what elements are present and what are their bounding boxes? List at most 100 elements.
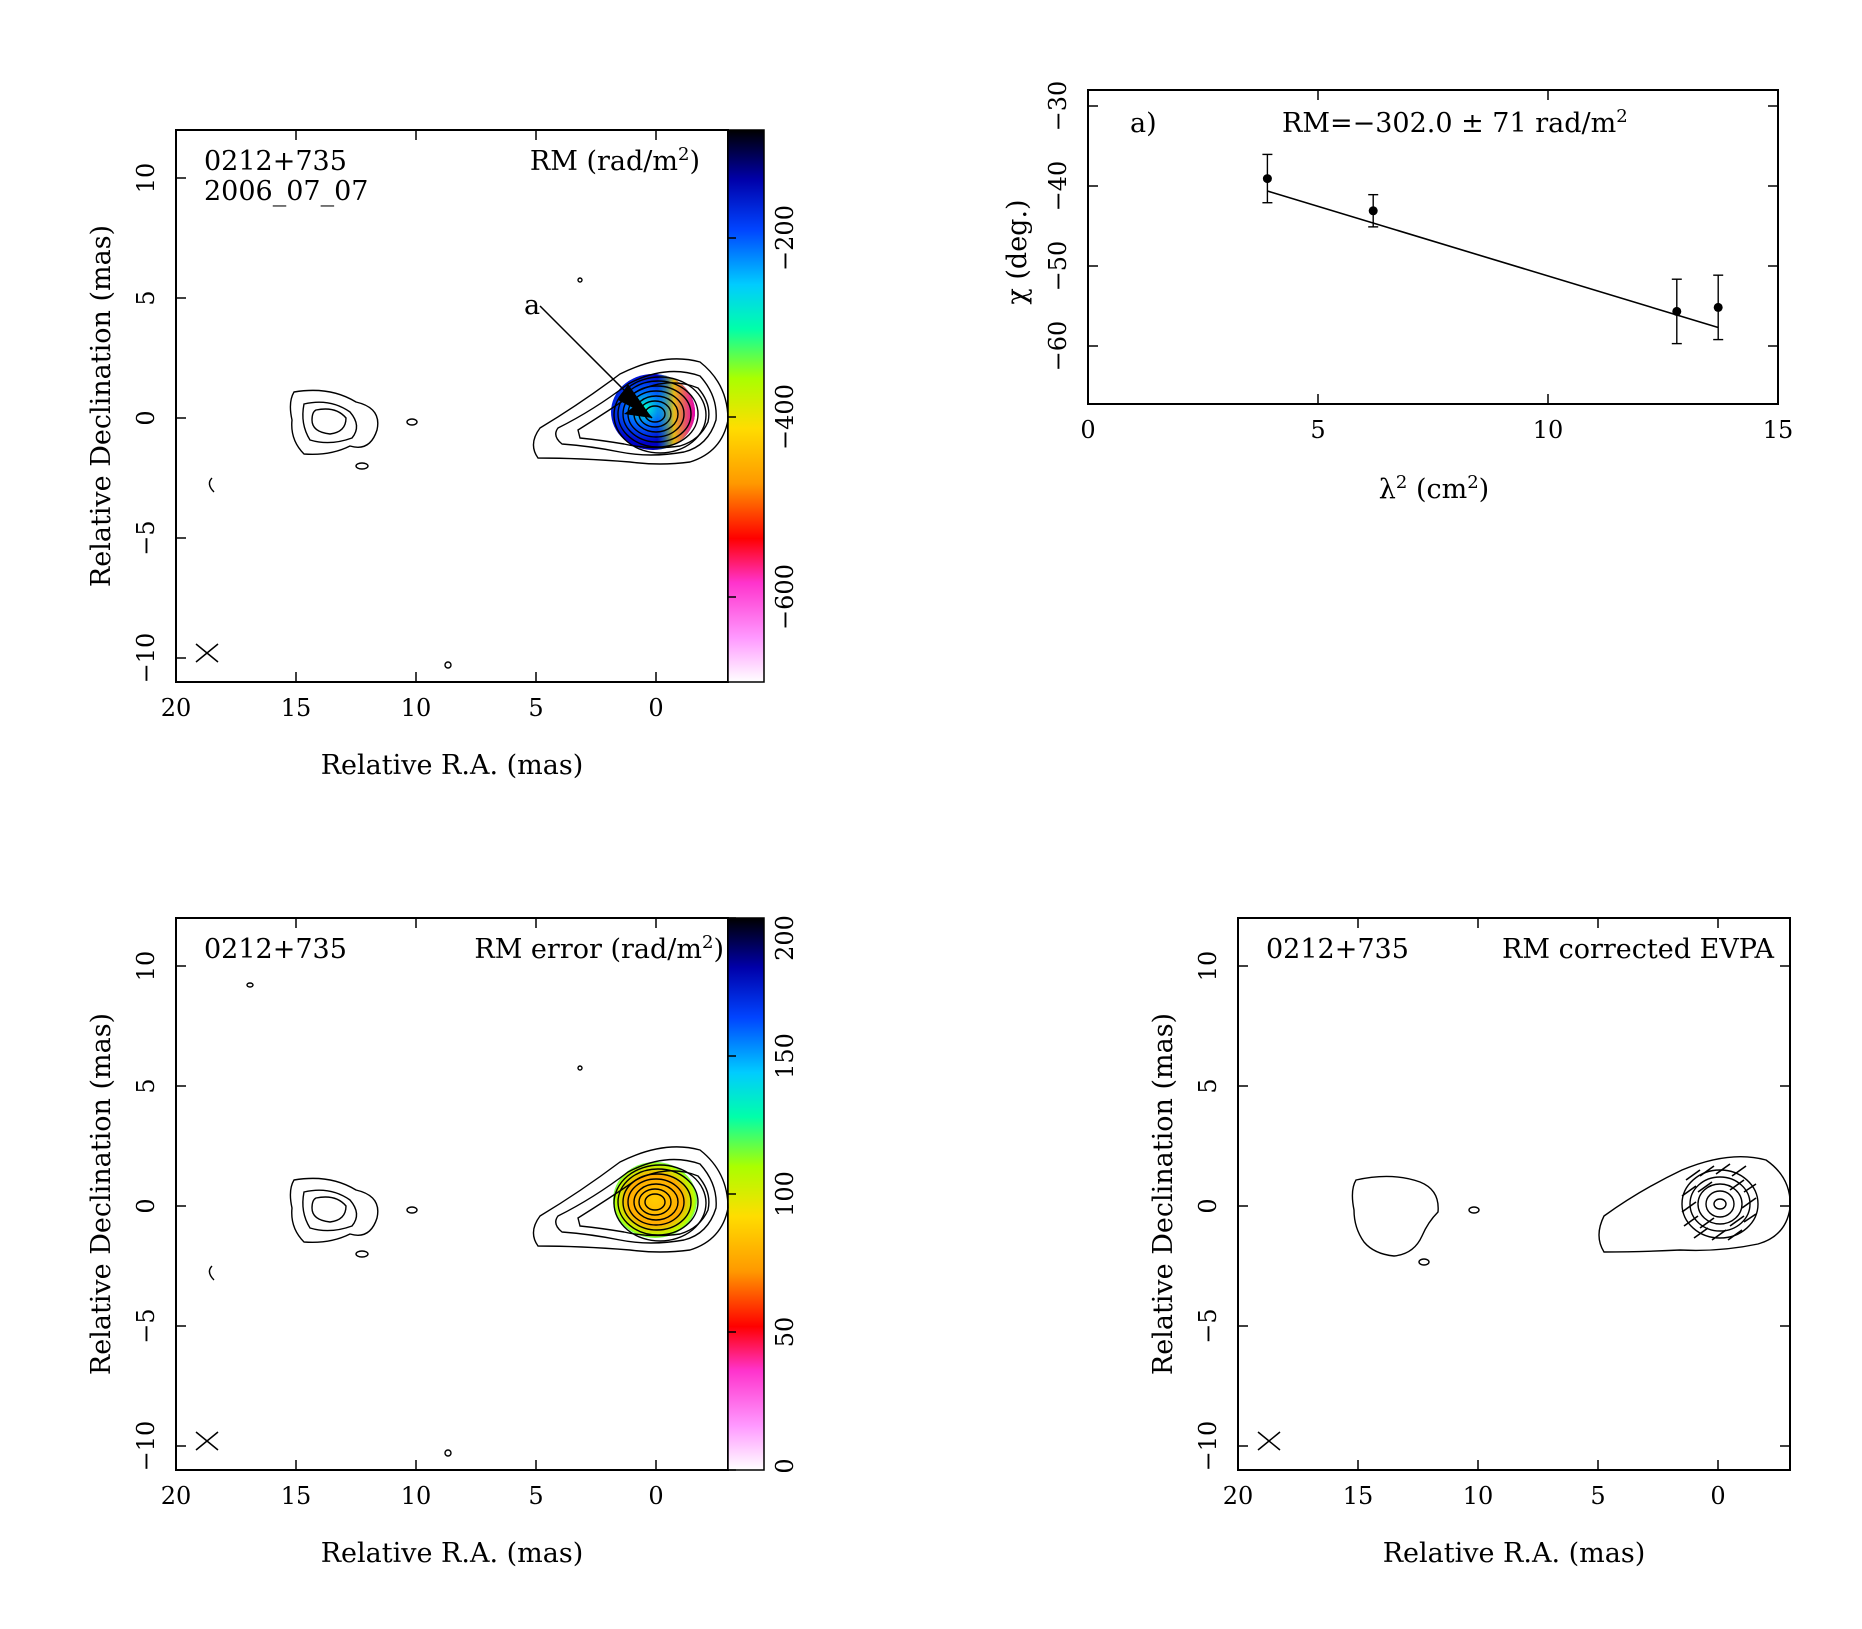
rm-map-date: 2006_07_07: [204, 176, 368, 207]
rm-error-xtick: 10: [401, 1482, 432, 1510]
rm-error-ytick: −10: [132, 1421, 160, 1472]
rm-error-colorbar-tick-label: 200: [771, 915, 799, 961]
evpa-xlabel: Relative R.A. (mas): [1383, 1538, 1646, 1569]
rm-fit-rm-text: RM=−302.0 ± 71 rad/m2: [1282, 106, 1628, 139]
evpa-title: RM corrected EVPA: [1502, 934, 1774, 965]
rm-colorbar-ticks: [728, 237, 736, 598]
rm-error-title-main: RM error (rad/m: [474, 934, 702, 965]
rm-map-title: RM (rad/m2): [530, 144, 700, 177]
rm-map-ticks: [175, 130, 657, 682]
rm-map-contours: [208, 277, 729, 669]
evpa-xtick: 10: [1463, 1482, 1494, 1510]
evpa-ytick: −5: [1194, 1308, 1222, 1343]
evpa-source: 0212+735: [1266, 934, 1409, 965]
evpa-xtick: 5: [1590, 1482, 1605, 1510]
rm-colorbar-tick-label: −600: [771, 564, 799, 630]
evpa-xtick: 0: [1710, 1482, 1725, 1510]
rm-error-colorbar-ticks: [728, 917, 736, 1471]
evpa-xtick: 20: [1223, 1482, 1254, 1510]
rm-map-title-end: ): [689, 146, 700, 177]
rm-map-xlabel: Relative R.A. (mas): [321, 750, 584, 781]
rm-map-ytick: 5: [132, 290, 160, 305]
rm-error-contours: [208, 982, 729, 1457]
rm-error-ytick: 5: [132, 1078, 160, 1093]
rm-map-xtick: 20: [161, 694, 192, 722]
evpa-beam: [1257, 1431, 1281, 1451]
evpa-contours: [1351, 1156, 1791, 1266]
rm-map-ytick: 0: [132, 410, 160, 425]
data-point: [1262, 174, 1272, 184]
evpa-ticks: [1238, 918, 1790, 1470]
rm-error-ylabel: Relative Declination (mas): [86, 1013, 117, 1375]
rm-fit-xlabel-sup: 2: [1396, 472, 1407, 493]
rm-fit-xtick: 0: [1080, 416, 1095, 444]
rm-fit-xlabel-close: ): [1479, 474, 1490, 505]
rm-fit-xtick: 10: [1533, 416, 1564, 444]
rm-fit-xlabel-sup2: 2: [1467, 472, 1478, 493]
rm-fit-ytick: −30: [1044, 81, 1072, 132]
rm-fit-xlabel-unit: (cm: [1407, 474, 1467, 505]
rm-error-xtick: 20: [161, 1482, 192, 1510]
data-point: [1368, 206, 1378, 216]
evpa-panel: 20 15 10 5 0 10 5 0 −5 −10 Relative R.A.…: [1148, 917, 1791, 1569]
rm-error-colorbar-tick-label: 50: [771, 1317, 799, 1348]
rm-error-xtick: 15: [281, 1482, 312, 1510]
evpa-ylabel: Relative Declination (mas): [1148, 1013, 1179, 1375]
evpa-ytick: 10: [1194, 951, 1222, 982]
rm-fit-ytick: −50: [1044, 241, 1072, 292]
rm-map-xtick: 0: [648, 694, 663, 722]
fit-line: [1267, 190, 1719, 329]
rm-fit-ytick: −40: [1044, 161, 1072, 212]
rm-error-colorbar-tick-label: 100: [771, 1171, 799, 1217]
rm-fit-xtick: 5: [1310, 416, 1325, 444]
rm-fit-panel: 0 5 10 15 −30 −40 −50 −60 λ2 (cm2) χ (de…: [1002, 81, 1793, 505]
data-point: [1672, 306, 1682, 316]
rm-map-source: 0212+735: [204, 146, 347, 177]
evpa-ytick: 0: [1194, 1198, 1222, 1213]
rm-colorbar-tick-label: −400: [771, 384, 799, 450]
rm-map-panel: −200 −400 −600 20 15 10 5 0 10 5 0 −5 −1…: [86, 129, 799, 781]
rm-fit-xlabel: λ2 (cm2): [1379, 472, 1489, 505]
rm-map-title-sup: 2: [678, 144, 689, 165]
rm-fit-ylabel: χ (deg.): [1002, 199, 1033, 304]
rm-fit-xlabel-main: λ: [1379, 474, 1396, 505]
rm-fit-frame: [1087, 89, 1779, 405]
rm-map-xtick: 15: [281, 694, 312, 722]
rm-colorbar: [727, 129, 765, 683]
rm-map-ytick: −10: [132, 633, 160, 684]
rm-map-annotation-label: a: [524, 290, 540, 321]
rm-fit-ytick: −60: [1044, 321, 1072, 372]
rm-map-title-main: RM (rad/m: [530, 146, 678, 177]
rm-map-xtick: 5: [528, 694, 543, 722]
evpa-frame: [1237, 917, 1791, 1471]
evpa-xtick: 15: [1343, 1482, 1374, 1510]
rm-error-colorbar-tick-label: 0: [771, 1458, 799, 1473]
rm-error-title-end: ): [713, 934, 724, 965]
rm-error-ticks: [176, 918, 657, 1470]
rm-map-ytick: −5: [132, 520, 160, 555]
rm-error-ytick: 0: [132, 1198, 160, 1213]
rm-error-xlabel: Relative R.A. (mas): [321, 1538, 584, 1569]
rm-colorbar-tick-label: −200: [771, 205, 799, 271]
rm-error-xtick: 0: [648, 1482, 663, 1510]
rm-fit-marks: [1262, 153, 1724, 345]
data-point: [1713, 302, 1723, 312]
rm-error-ytick: 10: [132, 951, 160, 982]
rm-fit-rm-sup: 2: [1616, 106, 1627, 127]
evpa-ytick: −10: [1194, 1421, 1222, 1472]
rm-fit-rm-main: RM=−302.0 ± 71 rad/m: [1282, 108, 1616, 139]
rm-error-panel: 0 50 100 150 200 20 15 10 5 0 10 5 0 −5 …: [86, 915, 799, 1569]
rm-fit-xtick: 15: [1763, 416, 1794, 444]
rm-error-xtick: 5: [528, 1482, 543, 1510]
evpa-vectors: [1681, 1163, 1757, 1241]
evpa-ytick: 5: [1194, 1078, 1222, 1093]
rm-error-source: 0212+735: [204, 934, 347, 965]
rm-error-title-sup: 2: [702, 932, 713, 953]
rm-error-ytick: −5: [132, 1308, 160, 1343]
rm-error-title: RM error (rad/m2): [474, 932, 724, 965]
rm-fit-axis-ticks: [1087, 90, 1779, 404]
rm-map-ytick: 10: [132, 163, 160, 194]
rm-fit-panel-label: a): [1130, 108, 1157, 139]
rm-error-beam: [195, 1431, 219, 1451]
